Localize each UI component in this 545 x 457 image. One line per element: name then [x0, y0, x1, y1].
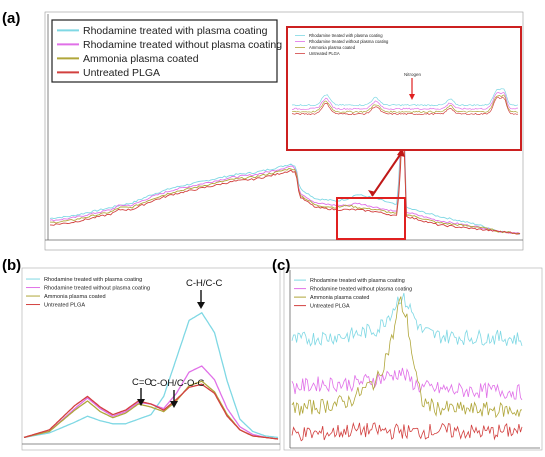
series-line-rhodamine-treated-with-plasma-coating	[49, 85, 521, 235]
panel-b-label: (b)	[2, 257, 21, 274]
legend-label-ammonia-plasma-coated: Ammonia plasma coated	[309, 45, 356, 50]
inset-nitrogen-arrowhead	[409, 94, 415, 100]
panel-a-inset: Rhodamine treated with plasma coatingRho…	[286, 26, 522, 151]
panel-c-legend: Rhodamine treated with plasma coating Rho…	[294, 278, 412, 310]
legend-label-rhodamine-treated-with-plasma-coating: Rhodamine treated with plasma coating	[44, 277, 142, 283]
legend-label-rhodamine-treated-without-plasma-coating: Rhodamine treated without plasma coating	[310, 287, 412, 293]
panel-a: Rhodamine treated with plasma coatingRho…	[44, 11, 524, 251]
inset-nitrogen-label: Nitrogen	[404, 72, 422, 77]
arrowhead-c-o	[137, 399, 145, 406]
legend-label-ammonia-plasma-coated: Ammonia plasma coated	[310, 295, 369, 301]
legend-label-ammonia-plasma-coated: Ammonia plasma coated	[44, 294, 106, 300]
panel-b: Rhodamine treated with plasma coating Rho…	[21, 267, 281, 451]
annotation-ch-cc: C-H/C-C	[186, 278, 223, 289]
series-line-rhodamine-treated-without-plasma-coating	[49, 97, 521, 235]
series-line-rhodamine-treated-with-plasma-coating	[23, 311, 279, 439]
legend-label-rhodamine-treated-without-plasma-coating: Rhodamine treated without plasma coating	[44, 286, 150, 292]
legend-label-untreated-plga: Untreated PLGA	[83, 67, 160, 79]
panel-a-highlight-box	[336, 197, 406, 240]
legend-entries: Rhodamine treated with plasma coating Rho…	[57, 25, 282, 79]
panel-a-zoom-arrowhead	[397, 148, 405, 157]
series-line-untreated-plga	[49, 115, 521, 235]
inset-line-ammonia-plasma-coated	[291, 94, 519, 113]
arrowhead-ch-cc	[197, 302, 205, 309]
inset-frame	[286, 26, 522, 151]
series-line-rhodamine-treated-with-plasma-coating	[291, 292, 523, 347]
legend-label-rhodamine-treated-with-plasma-coating: Rhodamine treated with plasma coating	[83, 25, 268, 37]
panel-a-legend: Rhodamine treated with plasma coating Rho…	[51, 19, 282, 83]
series-line-ammonia-plasma-coated	[49, 110, 521, 235]
panel-b-annotations: C-H/C-C C=O C-OH/C-O-C	[132, 278, 223, 408]
series-line-untreated-plga	[23, 383, 279, 440]
inset-line-untreated-plga	[291, 96, 519, 116]
panel-c-series	[291, 292, 523, 442]
annotation-coh-coc: C-OH/C-O-C	[150, 378, 204, 389]
inset-series	[291, 88, 519, 116]
series-line-untreated-plga	[291, 421, 523, 442]
panel-a-label: (a)	[2, 10, 20, 27]
panel-c-label: (c)	[272, 257, 290, 274]
legend-label-ammonia-plasma-coated: Ammonia plasma coated	[83, 53, 199, 65]
legend-label-rhodamine-treated-with-plasma-coating: Rhodamine treated with plasma coating	[309, 33, 383, 38]
series-line-ammonia-plasma-coated	[291, 296, 523, 419]
panel-c: Rhodamine treated with plasma coating Rho…	[283, 267, 543, 451]
inset-line-rhodamine-treated-with-plasma-coating	[291, 88, 519, 107]
panel-a-series	[49, 85, 521, 235]
panel-b-legend: Rhodamine treated with plasma coating Rho…	[26, 277, 150, 309]
inset-legend: Rhodamine treated with plasma coatingRho…	[295, 33, 389, 56]
legend-label-untreated-plga: Untreated PLGA	[309, 51, 340, 56]
legend-label-untreated-plga: Untreated PLGA	[44, 303, 85, 309]
panel-a-zoom-arrow	[371, 151, 403, 197]
legend-label-rhodamine-treated-without-plasma-coating: Rhodamine treated without plasma coating	[309, 39, 389, 44]
annotation-c-o: C=O	[132, 377, 152, 388]
panel-a-zoom-arrowhead-base	[368, 190, 376, 196]
arrowhead-coh-coc	[170, 401, 178, 408]
panel-b-series	[23, 311, 279, 440]
inset-line-rhodamine-treated-without-plasma-coating	[292, 91, 518, 110]
legend-box	[51, 19, 278, 83]
series-line-rhodamine-treated-without-plasma-coating	[291, 367, 523, 401]
legend-label-untreated-plga: Untreated PLGA	[310, 304, 350, 310]
panel-b-frame	[21, 267, 281, 451]
legend-label-rhodamine-treated-with-plasma-coating: Rhodamine treated with plasma coating	[310, 278, 405, 284]
legend-label-rhodamine-treated-without-plasma-coating: Rhodamine treated without plasma coating	[83, 39, 282, 51]
